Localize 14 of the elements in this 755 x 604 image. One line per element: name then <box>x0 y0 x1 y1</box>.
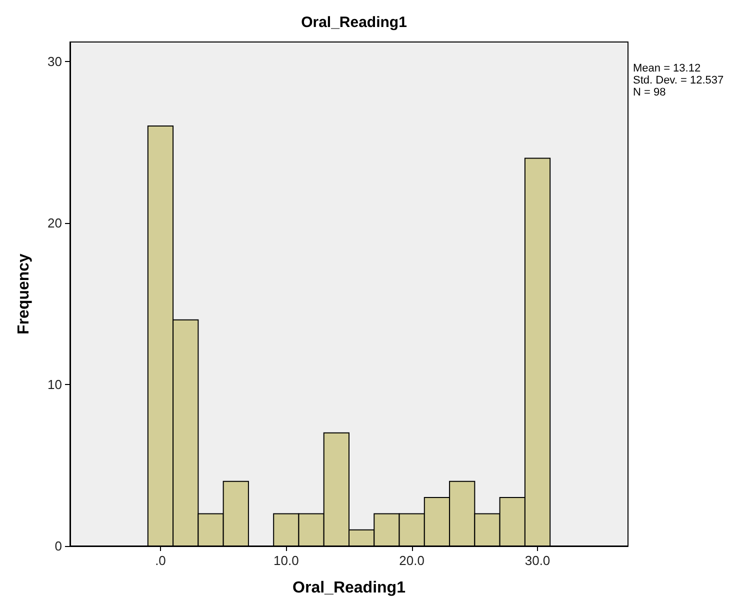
chart-title: Oral_Reading1 <box>301 14 407 31</box>
x-tick-label: 10.0 <box>274 553 299 568</box>
x-tick-label: 20.0 <box>399 553 424 568</box>
x-tick-label: .0 <box>155 553 166 568</box>
x-tick-label: 30.0 <box>524 553 550 568</box>
y-axis-title: Frequency <box>16 253 32 334</box>
x-axis-title: Oral_Reading1 <box>292 580 406 596</box>
text: Std. Dev. = 12.537 <box>633 74 724 86</box>
y-tick-label: 10 <box>48 376 62 392</box>
y-tick-label: 20 <box>48 215 62 230</box>
y-tick-label: 0 <box>54 538 62 554</box>
text: Mean = 13.12 <box>633 62 701 74</box>
text: N = 98 <box>633 86 666 98</box>
y-tick-label: 30 <box>48 54 62 69</box>
